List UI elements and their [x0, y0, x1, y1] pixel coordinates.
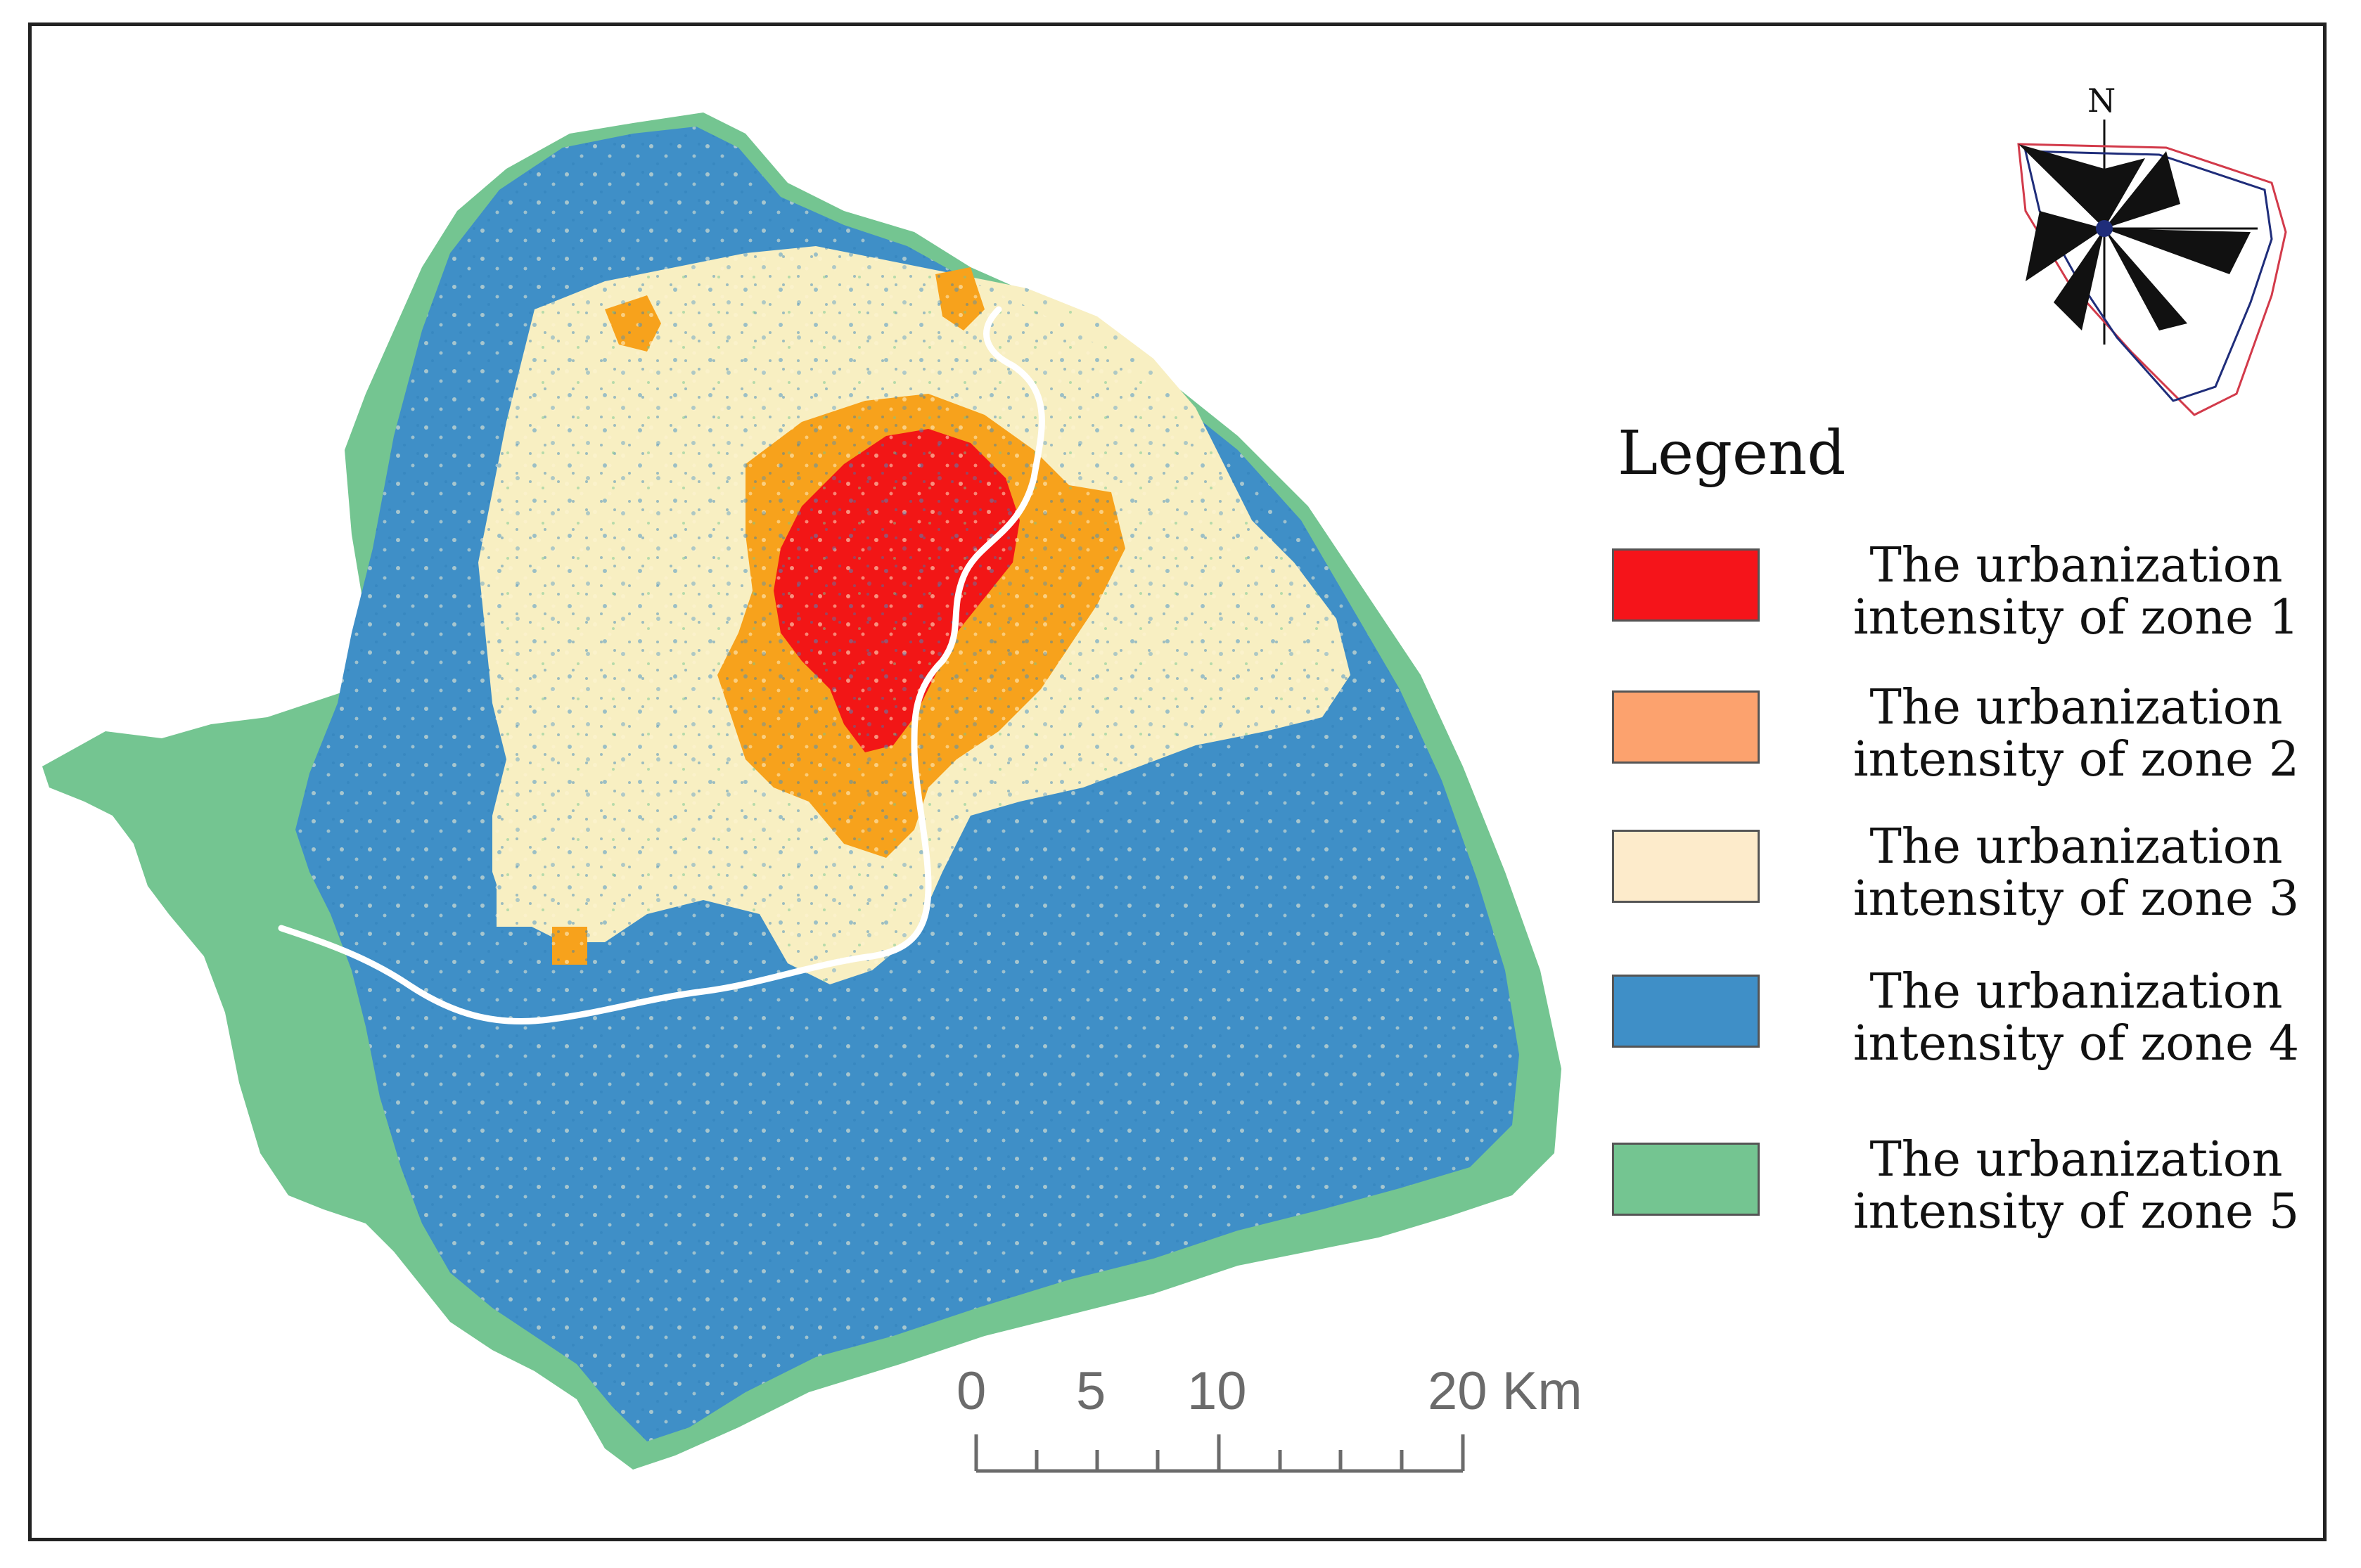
- legend-title: Legend: [1618, 418, 1846, 489]
- scale-tick-label: 20 Km: [1428, 1361, 1582, 1421]
- legend-label: The urbanization intensity of zone 5: [1853, 1132, 2300, 1240]
- legend-label: The urbanization intensity of zone 2: [1853, 680, 2300, 788]
- legend-label: The urbanization intensity of zone 1: [1853, 538, 2300, 645]
- scale-tick-label: 0: [956, 1361, 987, 1421]
- legend-item-zone-2: The urbanization intensity of zone 2: [1612, 682, 2315, 786]
- compass-rose-icon: [2017, 120, 2287, 416]
- scale-tick-label: 10: [1187, 1361, 1247, 1421]
- legend-item-zone-4: The urbanization intensity of zone 4: [1612, 966, 2315, 1070]
- river: [278, 306, 1045, 1024]
- legend-swatch: [1612, 975, 1760, 1048]
- legend-label: The urbanization intensity of zone 3: [1853, 819, 2300, 927]
- legend-swatch: [1612, 548, 1760, 622]
- scale-bar: [974, 1434, 1465, 1473]
- legend-item-zone-1: The urbanization intensity of zone 1: [1612, 540, 2315, 644]
- legend-swatch: [1612, 690, 1760, 764]
- legend-item-zone-5: The urbanization intensity of zone 5: [1612, 1134, 2315, 1238]
- legend-swatch: [1612, 830, 1760, 903]
- legend-item-zone-3: The urbanization intensity of zone 3: [1612, 821, 2315, 925]
- north-label: N: [2087, 82, 2116, 120]
- legend-label: The urbanization intensity of zone 4: [1853, 964, 2300, 1072]
- zone-3-texture: [478, 246, 1350, 984]
- scale-tick-label: 5: [1076, 1361, 1106, 1421]
- legend-swatch: [1612, 1143, 1760, 1216]
